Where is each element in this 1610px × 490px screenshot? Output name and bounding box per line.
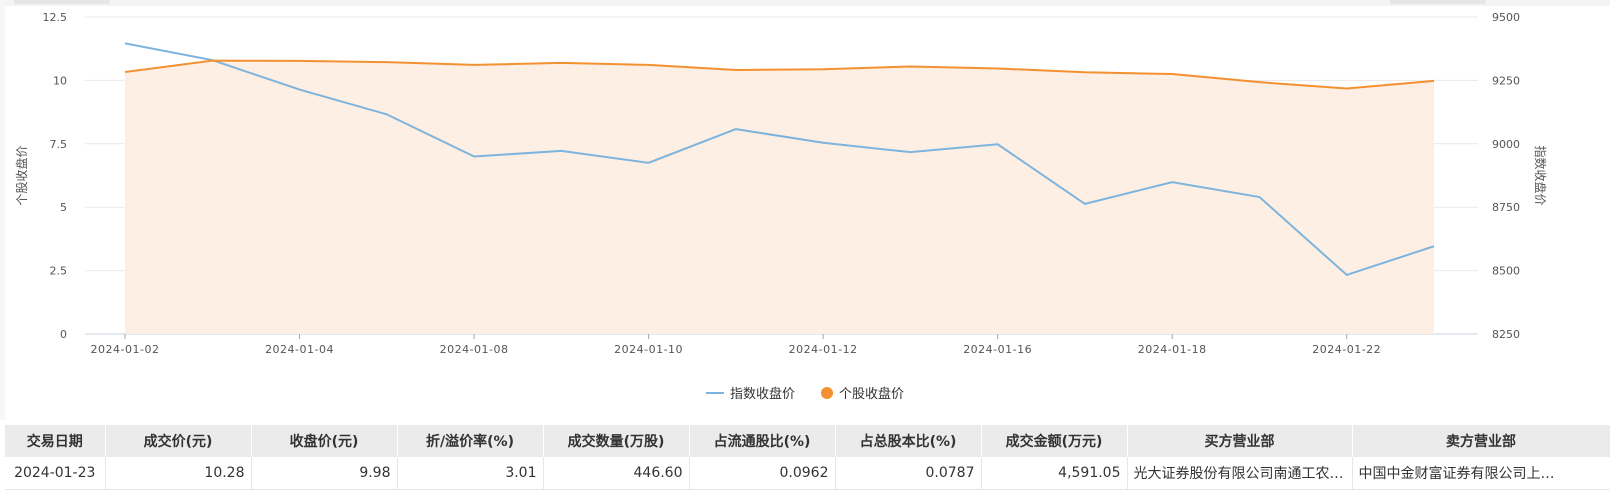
legend-item-index[interactable]: 指数收盘价 [705,383,795,402]
y-tick-left: 12.5 [43,11,68,24]
x-tick-label: 2024-01-10 [614,343,683,356]
y-tick-right: 8250 [1492,328,1520,341]
header-total-ratio[interactable]: 占总股本比(%) [835,425,982,457]
x-tick-label: 2024-01-08 [440,343,509,356]
y-tick-left: 7.5 [50,138,68,151]
legend-item-stock[interactable]: 个股收盘价 [821,383,904,402]
cell-trade-date: 2024-01-23 [5,457,106,490]
x-tick-label: 2024-01-04 [265,343,334,356]
chart-legend: 指数收盘价 个股收盘价 [0,383,1610,402]
y-tick-right: 8500 [1492,265,1520,278]
y-tick-left: 5 [60,201,67,214]
left-edge [0,0,5,420]
header-trade-price[interactable]: 成交价(元) [105,425,252,457]
x-tick-label: 2024-01-22 [1312,343,1381,356]
y-tick-right: 8750 [1492,201,1520,214]
stock-area-fill [125,60,1434,334]
x-tick-label: 2024-01-12 [789,343,858,356]
price-chart: 0 8250 2.5 8500 5 8750 7.5 9000 10 9250 12.5 9500 20… [14,11,1548,356]
index-close-line [124,42,1435,277]
x-tick-label: 2024-01-02 [91,343,160,356]
header-float-ratio[interactable]: 占流通股比(%) [689,425,836,457]
block-trade-table: 交易日期 成交价(元) 收盘价(元) 折/溢价率(%) 成交数量(万股) 占流通… [5,425,1610,490]
cell-buyer[interactable]: 光大证券股份有限公司南通工农… [1127,457,1353,490]
y-axis-title-left: 个股收盘价 [14,145,29,205]
top-strip [0,0,1610,6]
cell-amount: 4,591.05 [981,457,1128,490]
header-volume[interactable]: 成交数量(万股) [543,425,690,457]
cell-seller[interactable]: 中国中金财富证券有限公司上… [1352,457,1610,490]
top-tab-left[interactable] [14,0,110,4]
cell-float-ratio: 0.0962 [689,457,836,490]
header-buyer[interactable]: 买方营业部 [1127,425,1353,457]
header-premium-rate[interactable]: 折/溢价率(%) [397,425,544,457]
x-tick-label: 2024-01-18 [1138,343,1207,356]
legend-label-stock: 个股收盘价 [839,387,905,402]
header-trade-date[interactable]: 交易日期 [5,425,106,457]
legend-label-index: 指数收盘价 [729,387,795,402]
table-header-row: 交易日期 成交价(元) 收盘价(元) 折/溢价率(%) 成交数量(万股) 占流通… [5,425,1610,457]
cell-total-ratio: 0.0787 [835,457,982,490]
y-tick-left: 0 [60,328,67,341]
legend-line-marker [705,391,724,394]
legend-dot-marker [821,386,833,399]
y-tick-right: 9500 [1492,11,1520,24]
x-tick-label: 2024-01-16 [963,343,1032,356]
y-tick-right: 9000 [1492,138,1520,151]
header-close-price[interactable]: 收盘价(元) [251,425,398,457]
y-tick-left: 2.5 [50,265,68,278]
y-axis-title-right: 指数收盘价 [1533,145,1548,205]
stock-close-line [124,59,1435,90]
cell-premium-rate: 3.01 [397,457,544,490]
cell-trade-price: 10.28 [105,457,252,490]
y-tick-right: 9250 [1492,74,1520,87]
y-tick-left: 10 [53,74,67,87]
header-amount[interactable]: 成交金额(万元) [981,425,1128,457]
cell-volume: 446.60 [543,457,690,490]
top-tab-right[interactable] [1390,0,1486,4]
cell-close-price: 9.98 [251,457,398,490]
table-row: 2024-01-23 10.28 9.98 3.01 446.60 0.0962… [5,457,1610,490]
header-seller[interactable]: 卖方营业部 [1352,425,1610,457]
